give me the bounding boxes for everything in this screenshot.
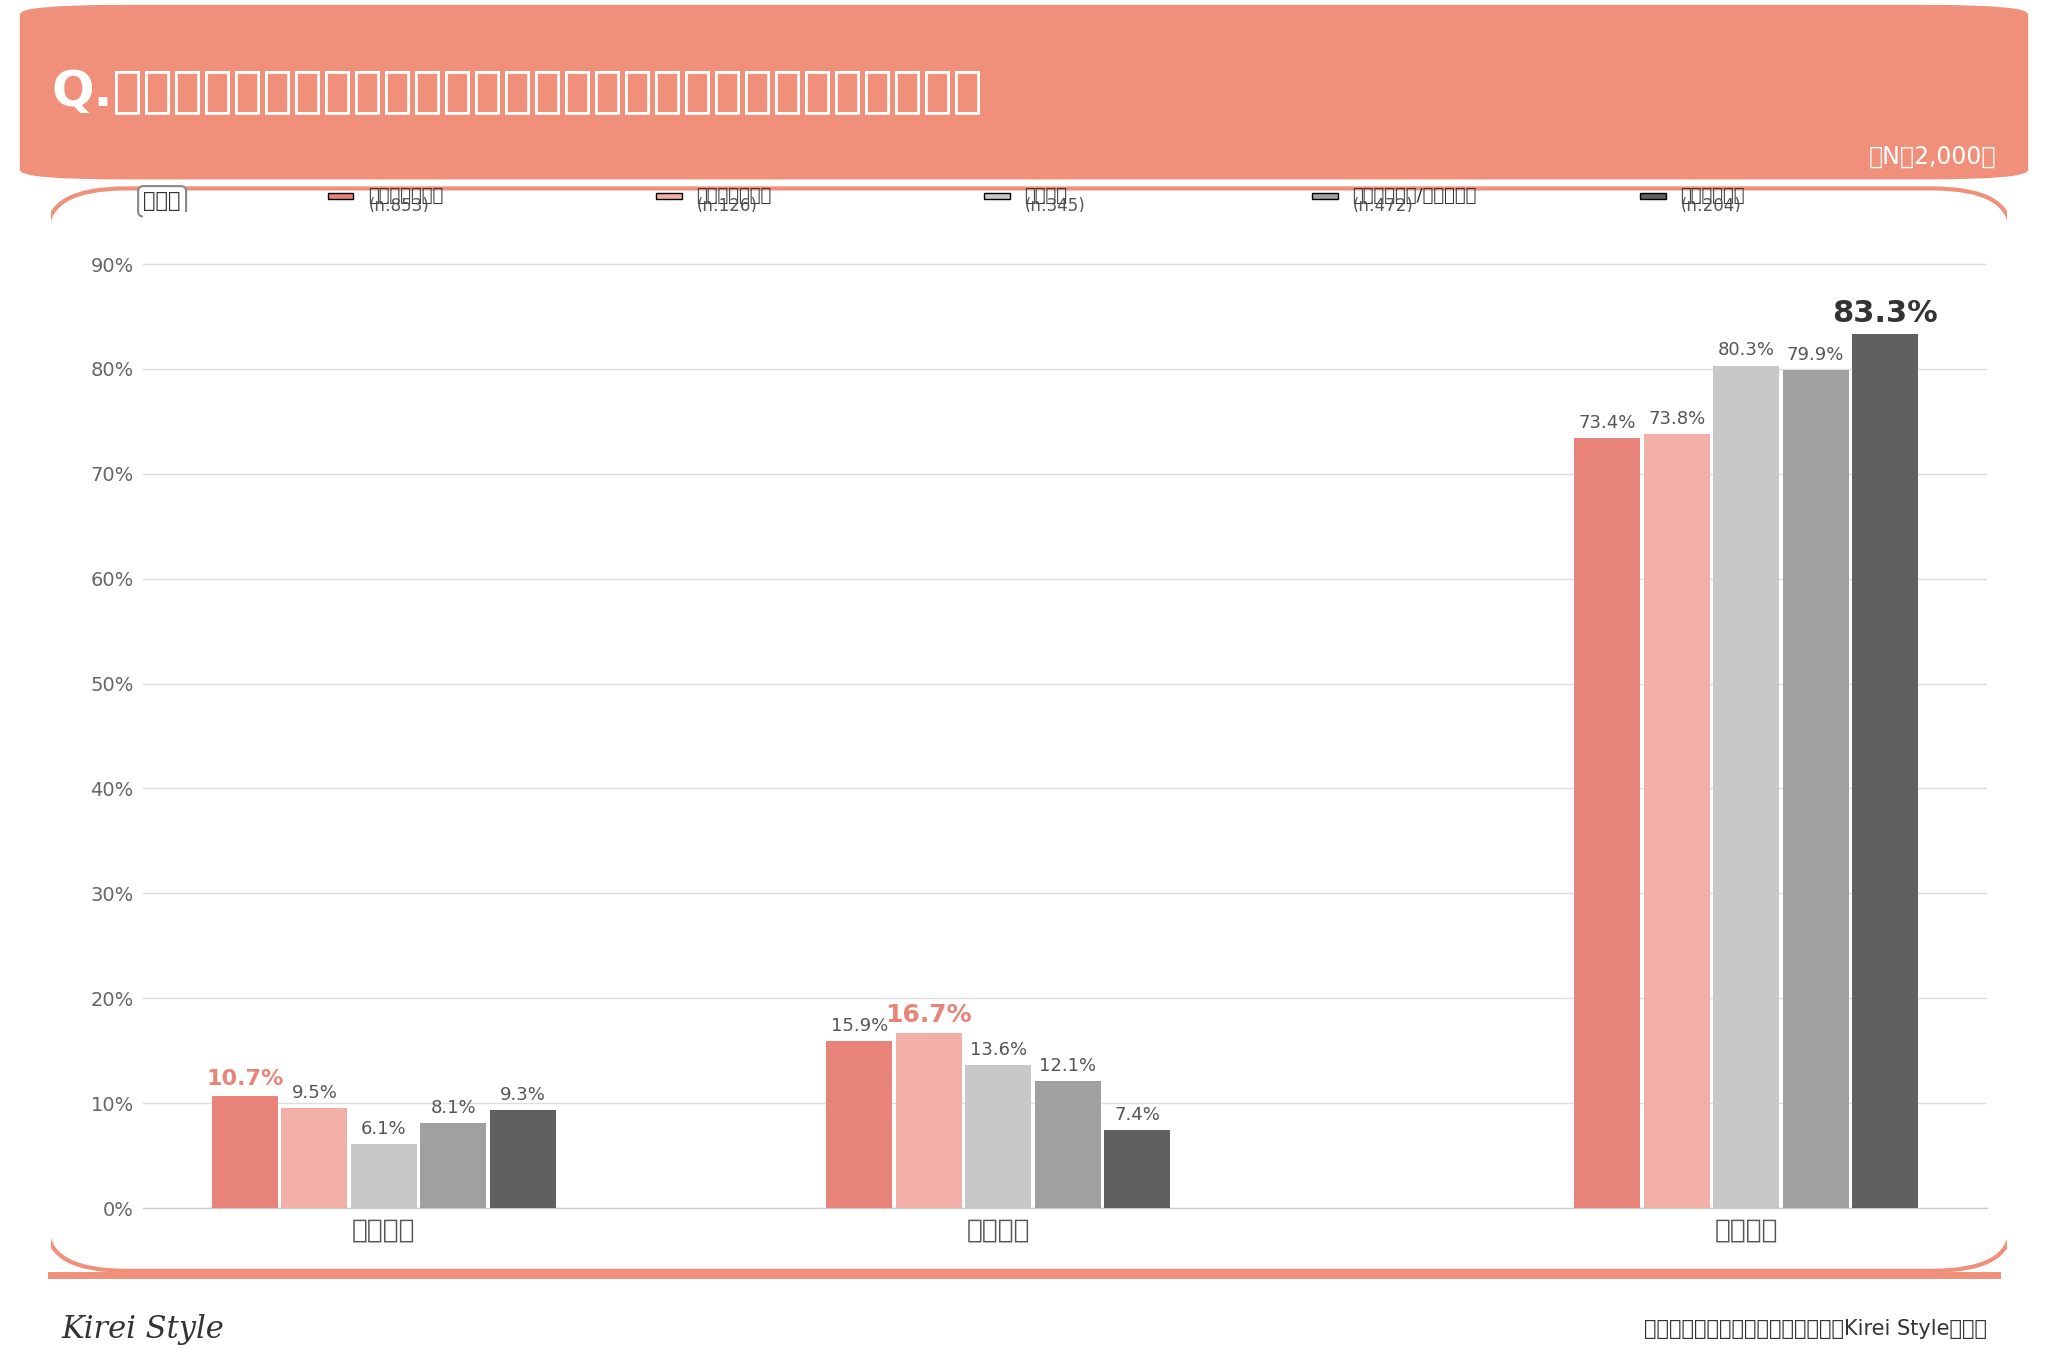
Bar — [965, 1065, 1030, 1208]
Text: 15.9%: 15.9% — [831, 1017, 889, 1035]
Text: 8.1%: 8.1% — [430, 1099, 475, 1117]
Bar — [1782, 370, 1849, 1208]
Bar — [1034, 1081, 1100, 1208]
Text: Kirei Style: Kirei Style — [61, 1313, 223, 1345]
Text: 7.4%: 7.4% — [1114, 1106, 1159, 1125]
Text: 会社員・公務員: 会社員・公務員 — [369, 187, 444, 205]
Bar — [211, 1096, 279, 1208]
Bar — [1575, 438, 1640, 1208]
Text: 自営業・自由業: 自営業・自由業 — [696, 187, 772, 205]
Bar — [1712, 366, 1780, 1208]
Text: Q.あなたがメイクで最も重視していることは次のうちどれですか？: Q.あなたがメイクで最も重視していることは次のうちどれですか？ — [51, 68, 983, 116]
Bar — [420, 1123, 485, 1208]
Text: 80.3%: 80.3% — [1718, 341, 1776, 359]
FancyBboxPatch shape — [983, 192, 1010, 199]
FancyBboxPatch shape — [328, 192, 354, 199]
Bar — [1104, 1130, 1169, 1208]
Bar — [895, 1033, 963, 1208]
Bar — [281, 1108, 348, 1208]
FancyBboxPatch shape — [47, 188, 2011, 1271]
Text: 職業別: 職業別 — [143, 191, 180, 212]
Text: （N：2,000）: （N：2,000） — [1870, 145, 1997, 169]
FancyBboxPatch shape — [1640, 192, 1665, 199]
Text: 9.3%: 9.3% — [500, 1087, 545, 1104]
Text: (n:126): (n:126) — [696, 197, 758, 214]
Text: 79.9%: 79.9% — [1788, 345, 1845, 363]
Text: (n:853): (n:853) — [369, 197, 428, 214]
Text: (n:204): (n:204) — [1681, 197, 1741, 214]
Text: 株式会社ビズキ　美容情報サイト『Kirei Style』調べ: 株式会社ビズキ 美容情報サイト『Kirei Style』調べ — [1645, 1319, 1987, 1339]
FancyBboxPatch shape — [655, 192, 682, 199]
Bar — [1645, 434, 1710, 1208]
Bar — [1851, 334, 1919, 1208]
Text: 16.7%: 16.7% — [885, 1002, 973, 1026]
Text: 無職・その他: 無職・その他 — [1681, 187, 1745, 205]
Bar — [825, 1041, 893, 1208]
Text: 専業主婦: 専業主婦 — [1024, 187, 1067, 205]
Bar — [489, 1111, 555, 1208]
Bar — [350, 1144, 418, 1208]
Text: (n:472): (n:472) — [1352, 197, 1413, 214]
Text: 9.5%: 9.5% — [291, 1084, 338, 1102]
Text: 73.8%: 73.8% — [1649, 410, 1706, 427]
Text: (n:345): (n:345) — [1024, 197, 1085, 214]
Text: 学生・パート/アルバイト: 学生・パート/アルバイト — [1352, 187, 1477, 205]
FancyBboxPatch shape — [20, 5, 2028, 179]
Text: 73.4%: 73.4% — [1579, 414, 1636, 431]
Text: 10.7%: 10.7% — [207, 1070, 283, 1089]
Text: 13.6%: 13.6% — [969, 1041, 1026, 1059]
Text: 6.1%: 6.1% — [360, 1119, 408, 1138]
Text: 12.1%: 12.1% — [1038, 1057, 1096, 1074]
FancyBboxPatch shape — [1313, 192, 1337, 199]
Text: 83.3%: 83.3% — [1833, 299, 1937, 328]
